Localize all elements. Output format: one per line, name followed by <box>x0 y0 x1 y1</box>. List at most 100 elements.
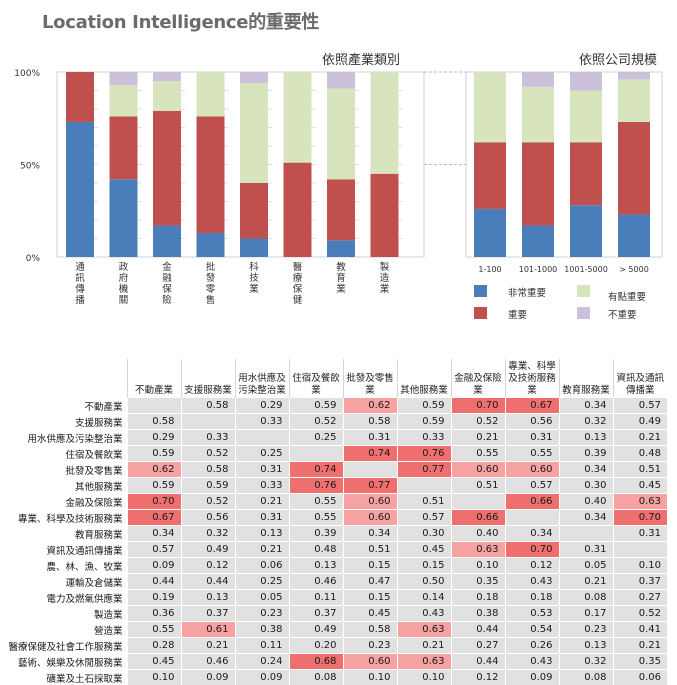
matrix-cell: 0.55 <box>505 446 559 462</box>
matrix-cell: 0.63 <box>397 654 451 670</box>
matrix-cell <box>181 414 235 430</box>
matrix-cell: 0.31 <box>613 526 667 542</box>
x-tick-label: 政府機關 <box>119 261 129 306</box>
bar-segment <box>153 81 181 111</box>
matrix-cell: 0.18 <box>505 590 559 606</box>
matrix-cell: 0.09 <box>181 670 235 685</box>
matrix-cell: 0.57 <box>505 478 559 494</box>
matrix-cell: 0.08 <box>289 670 343 685</box>
matrix-cell: 0.21 <box>235 542 289 558</box>
bar-segment <box>570 142 602 205</box>
matrix-header-row: 不動產業支援服務業用水供應及污染整治業住宿及餐飲業批發及零售業其他服務業金融及保… <box>0 359 667 398</box>
matrix-cell: 0.52 <box>289 414 343 430</box>
bar-segment <box>110 85 138 116</box>
legend-label: 不重要 <box>608 309 637 321</box>
matrix-column-header: 用水供應及污染整治業 <box>235 359 289 398</box>
importance-bar-charts: 100%50%0%依照產業類別通訊傳播政府機關金融保險批發零售科技業醫療保健教育… <box>0 0 677 355</box>
matrix-cell: 0.77 <box>343 478 397 494</box>
matrix-cell: 0.76 <box>397 446 451 462</box>
matrix-cell: 0.59 <box>181 478 235 494</box>
matrix-row-label: 教育服務業 <box>0 526 127 542</box>
bar-segment <box>284 72 312 163</box>
bar-segment <box>570 72 602 91</box>
matrix-cell <box>343 462 397 478</box>
matrix-row-label: 農、林、漁、牧業 <box>0 558 127 574</box>
matrix-cell: 0.50 <box>397 574 451 590</box>
matrix-cell: 0.58 <box>181 398 235 414</box>
matrix-cell: 0.09 <box>127 558 181 574</box>
matrix-cell: 0.49 <box>289 622 343 638</box>
bar-segment <box>474 142 506 209</box>
matrix-cell: 0.14 <box>397 590 451 606</box>
bar-segment <box>153 111 181 226</box>
x-tick-label: 醫療保健 <box>293 262 303 306</box>
matrix-cell: 0.43 <box>397 606 451 622</box>
bar-segment <box>66 72 94 122</box>
matrix-cell: 0.60 <box>343 510 397 526</box>
matrix-row-label: 用水供應及污染整治業 <box>0 430 127 446</box>
matrix-cell: 0.44 <box>451 622 505 638</box>
matrix-cell: 0.51 <box>451 478 505 494</box>
matrix-column-header: 專業、科學及技術服務業 <box>505 359 559 398</box>
matrix-row-label: 住宿及餐飲業 <box>0 446 127 462</box>
matrix-cell: 0.31 <box>505 430 559 446</box>
x-tick-label: 通訊傳播 <box>75 262 85 306</box>
matrix-cell: 0.34 <box>559 462 613 478</box>
matrix-cell: 0.35 <box>613 654 667 670</box>
y-tick-label: 100% <box>14 69 40 79</box>
matrix-row-label: 礦業及土石採取業 <box>0 670 127 685</box>
matrix-cell: 0.10 <box>127 670 181 685</box>
matrix-cell: 0.54 <box>505 622 559 638</box>
matrix-cell: 0.40 <box>559 494 613 510</box>
matrix-cell: 0.60 <box>343 494 397 510</box>
matrix-cell: 0.34 <box>343 526 397 542</box>
matrix-row-label: 運輸及倉儲業 <box>0 574 127 590</box>
y-tick-label: 0% <box>26 254 41 264</box>
matrix-row-label: 支援服務業 <box>0 414 127 430</box>
matrix-cell: 0.52 <box>613 606 667 622</box>
matrix-cell: 0.76 <box>289 478 343 494</box>
matrix-cell: 0.32 <box>181 526 235 542</box>
x-tick-label: 科技業 <box>249 261 259 295</box>
matrix-cell: 0.34 <box>505 526 559 542</box>
bar-segment <box>153 72 181 81</box>
matrix-cell: 0.15 <box>343 558 397 574</box>
matrix-cell: 0.45 <box>343 606 397 622</box>
matrix-cell: 0.19 <box>127 590 181 606</box>
bar-segment <box>327 240 355 257</box>
bar-segment <box>618 122 650 215</box>
matrix-cell: 0.10 <box>343 670 397 685</box>
matrix-cell: 0.58 <box>343 622 397 638</box>
correlation-matrix: 不動產業支援服務業用水供應及污染整治業住宿及餐飲業批發及零售業其他服務業金融及保… <box>0 359 667 685</box>
bar-segment <box>327 179 355 240</box>
matrix-cell: 0.21 <box>235 494 289 510</box>
matrix-cell: 0.36 <box>127 606 181 622</box>
matrix-cell: 0.61 <box>181 622 235 638</box>
matrix-cell: 0.39 <box>559 446 613 462</box>
matrix-cell <box>451 494 505 510</box>
matrix-cell: 0.23 <box>343 638 397 654</box>
bar-segment <box>240 83 268 183</box>
matrix-cell <box>613 542 667 558</box>
matrix-cell: 0.58 <box>343 414 397 430</box>
matrix-cell: 0.44 <box>127 574 181 590</box>
matrix-cell: 0.56 <box>505 414 559 430</box>
matrix-row-label: 電力及燃氣供應業 <box>0 590 127 606</box>
matrix-cell: 0.11 <box>235 638 289 654</box>
legend-label: 重要 <box>508 309 527 321</box>
matrix-cell: 0.23 <box>559 622 613 638</box>
matrix-cell: 0.59 <box>397 398 451 414</box>
legend-label: 非常重要 <box>508 287 546 299</box>
matrix-cell: 0.05 <box>559 558 613 574</box>
matrix-cell: 0.12 <box>181 558 235 574</box>
matrix-cell: 0.21 <box>559 574 613 590</box>
matrix-cell: 0.10 <box>397 670 451 685</box>
x-tick-label: > 5000 <box>619 265 649 274</box>
matrix-cell: 0.09 <box>235 670 289 685</box>
